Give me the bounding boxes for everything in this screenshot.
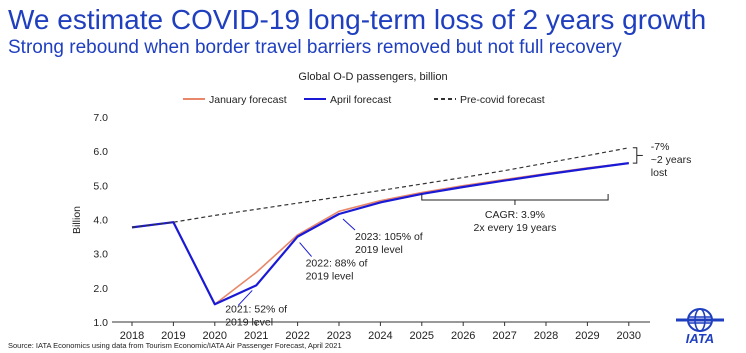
annotation-leader <box>299 242 312 257</box>
annotation-leader <box>237 290 253 306</box>
chart-title: Global O-D passengers, billion <box>298 71 447 83</box>
cagr-label-line2: 2x every 19 years <box>474 222 557 234</box>
x-tick-label: 2030 <box>617 330 641 342</box>
annotation-2021-line2: 2019 level <box>225 316 273 328</box>
page-subtitle: Strong rebound when border travel barrie… <box>8 37 622 58</box>
x-tick-label: 2020 <box>203 330 227 342</box>
y-tick-label: 4.0 <box>93 215 108 227</box>
annotation-2021-line1: 2021: 52% of <box>225 303 287 315</box>
x-tick-label: 2026 <box>451 330 475 342</box>
series-line-2 <box>131 162 629 306</box>
x-tick-label: 2018 <box>120 330 144 342</box>
x-tick-label: 2025 <box>410 330 434 342</box>
annotation-2023-line2: 2019 level <box>355 244 403 256</box>
legend-label-2: April forecast <box>330 94 391 106</box>
source-note: Source: IATA Economics using data from T… <box>8 341 342 350</box>
legend-label-3: Pre-covid forecast <box>460 94 545 106</box>
annotation-2022-line2: 2019 level <box>306 271 354 283</box>
y-tick-label: 5.0 <box>93 180 108 192</box>
logo-text: IATA <box>686 331 714 346</box>
x-tick-label: 2022 <box>285 330 309 342</box>
x-tick-label: 2021 <box>244 330 268 342</box>
y-tick-label: 6.0 <box>93 146 108 158</box>
x-tick-label: 2029 <box>575 330 599 342</box>
page-title: We estimate COVID-19 long-term loss of 2… <box>8 4 707 35</box>
annotation-2023-line1: 2023: 105% of <box>355 231 423 243</box>
cagr-bracket <box>421 194 609 201</box>
x-tick-label: 2028 <box>534 330 558 342</box>
iata-logo: IATA <box>676 308 724 346</box>
gap-bracket <box>632 147 638 164</box>
y-tick-label: 1.0 <box>93 317 108 329</box>
annotation-2022-line1: 2022: 88% of <box>306 258 368 270</box>
y-tick-label: 7.0 <box>93 112 108 124</box>
cagr-label-line1: CAGR: 3.9% <box>485 209 545 221</box>
x-tick-label: 2019 <box>161 330 185 342</box>
x-tick-label: 2027 <box>492 330 516 342</box>
y-tick-label: 2.0 <box>93 283 108 295</box>
gap-label-line1: -7% <box>651 141 670 153</box>
x-tick-label: 2023 <box>327 330 351 342</box>
series-line-3 <box>131 147 629 228</box>
annotation-leader <box>342 218 356 231</box>
gap-label-line3: lost <box>651 167 667 179</box>
x-tick-label: 2024 <box>368 330 392 342</box>
gap-label-line2: ~2 years <box>651 154 692 166</box>
y-tick-label: 3.0 <box>93 249 108 261</box>
globe-icon <box>676 308 724 332</box>
y-axis-label: Billion <box>71 206 83 234</box>
legend-label-1: January forecast <box>209 94 287 106</box>
